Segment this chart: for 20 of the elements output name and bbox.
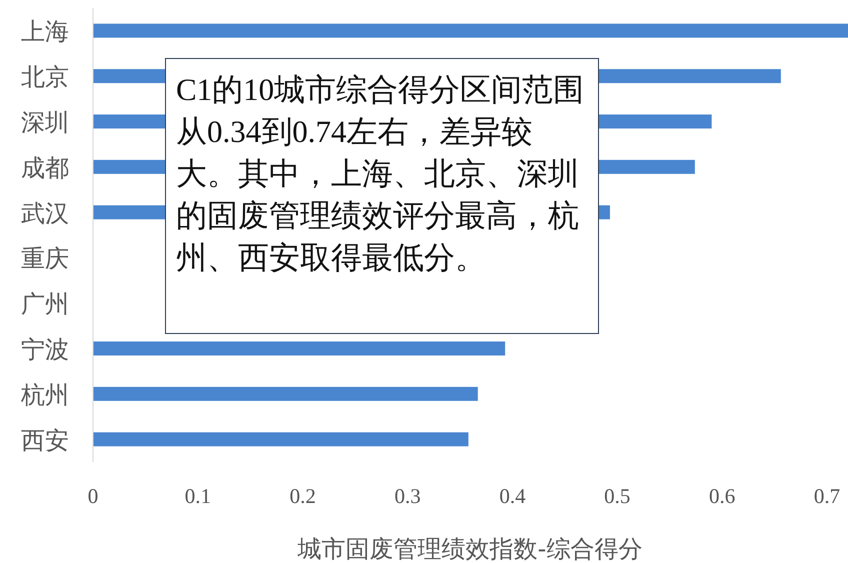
- x-tick-label: 0.5: [604, 484, 630, 508]
- y-tick-label: 武汉: [21, 199, 69, 228]
- y-tick-label: 重庆: [21, 244, 69, 273]
- y-tick-label: 宁波: [21, 336, 69, 364]
- x-tick-label: 0.4: [499, 484, 526, 508]
- note-box: C1的10城市综合得分区间范围从0.34到0.74左右，差异较大。其中，上海、北京、深圳的固废管理绩效评分最高，杭州、西安取得最低分。: [165, 58, 599, 334]
- y-tick-label: 广州: [21, 290, 69, 318]
- y-tick-label: 深圳: [21, 108, 69, 136]
- y-tick-label: 西安: [21, 426, 69, 454]
- x-tick-label: 0.6: [709, 484, 736, 508]
- y-tick-label: 北京: [21, 63, 69, 92]
- y-tick-label: 成都: [21, 154, 69, 182]
- x-axis-title: 城市固废管理绩效指数-综合得分: [296, 535, 642, 563]
- x-tick-label: 0: [88, 484, 98, 508]
- x-tick-label: 0.3: [394, 484, 421, 508]
- x-tick-label: 0.7: [814, 484, 840, 508]
- x-tick-label: 0.1: [184, 484, 211, 508]
- y-tick-label: 上海: [21, 18, 69, 46]
- y-tick-label: 杭州: [20, 380, 69, 409]
- x-tick-label: 0.2: [290, 484, 316, 508]
